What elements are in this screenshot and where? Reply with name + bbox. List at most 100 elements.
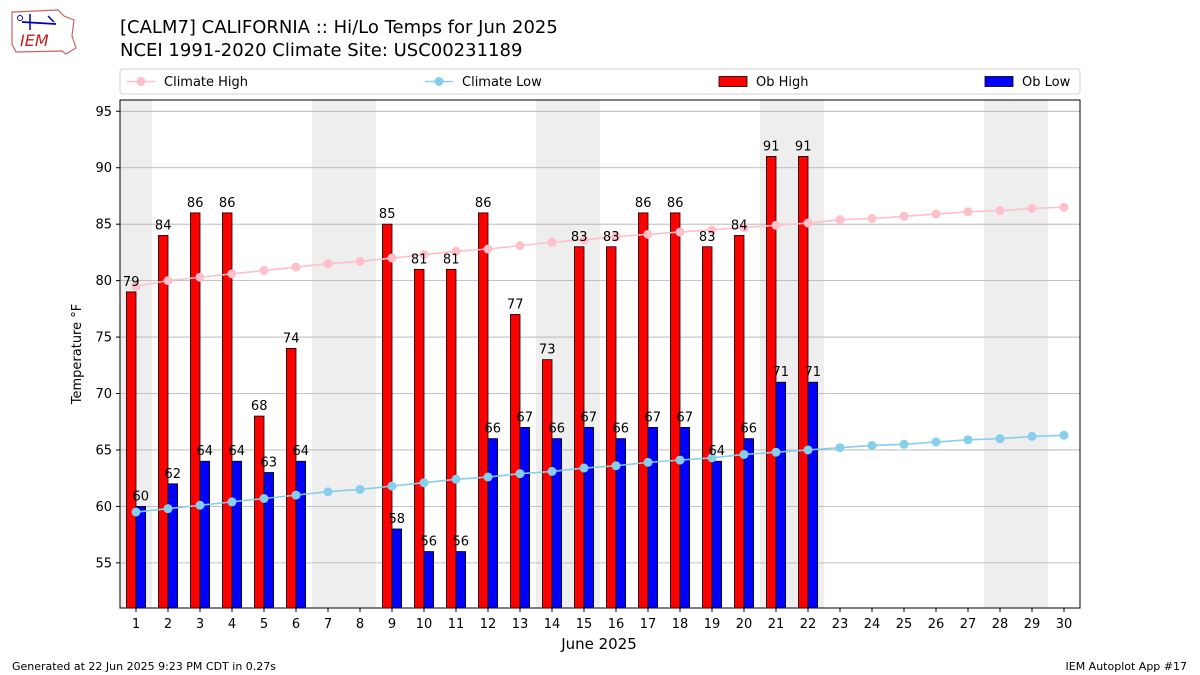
app-footer: IEM Autoplot App #17 <box>1065 660 1188 673</box>
legend-climate-high-swatch-marker <box>136 77 146 86</box>
ob-low-bar-2 <box>167 483 179 609</box>
climate-low-point-22 <box>803 445 813 455</box>
x-tick-label-30: 30 <box>1056 617 1073 632</box>
ob-low-label-11: 56 <box>453 535 470 550</box>
x-tick-label-19: 19 <box>704 617 721 632</box>
ob-low-label-3: 64 <box>197 444 214 459</box>
ob-high-label-17: 86 <box>635 196 652 211</box>
iem-logo: IEM <box>8 6 80 58</box>
climate-high-point-1 <box>131 281 141 291</box>
y-tick-label-70: 70 <box>95 387 112 402</box>
x-tick-label-14: 14 <box>544 617 561 632</box>
climate-low-point-1 <box>131 507 141 517</box>
climate-low-point-25 <box>899 439 909 449</box>
climate-high-point-3 <box>195 272 205 282</box>
ob-low-bar-21 <box>775 381 787 609</box>
legend-ob-low-swatch <box>984 76 1014 87</box>
x-tick-label-2: 2 <box>164 617 172 632</box>
climate-high-point-13 <box>515 241 525 251</box>
x-tick-label-6: 6 <box>292 617 300 632</box>
ob-high-bar-19 <box>702 246 713 609</box>
climate-low-point-10 <box>419 478 429 488</box>
x-tick-label-27: 27 <box>960 617 977 632</box>
y-tick-label-85: 85 <box>95 218 112 233</box>
climate-high-point-11 <box>451 246 461 256</box>
ob-high-bar-11 <box>445 268 457 609</box>
climate-high-point-7 <box>323 259 333 269</box>
ob-high-label-6: 74 <box>283 331 300 346</box>
climate-high-point-20 <box>739 223 749 233</box>
ob-high-bar-13 <box>509 314 521 609</box>
climate-low-point-7 <box>323 487 333 497</box>
climate-high-point-17 <box>643 229 653 239</box>
weekend-band-4 <box>984 100 1048 608</box>
ob-high-bar-15 <box>574 246 585 609</box>
climate-low-point-2 <box>163 504 173 514</box>
climate-high-point-21 <box>771 220 781 230</box>
ob-low-bar-9 <box>391 528 403 609</box>
ob-low-label-19: 64 <box>709 444 726 459</box>
climate-low-point-19 <box>707 453 717 463</box>
ob-low-label-10: 56 <box>421 535 438 550</box>
climate-high-point-10 <box>419 250 429 260</box>
ob-low-bar-11 <box>455 551 467 609</box>
weekend-band-1 <box>312 100 376 608</box>
climate-low-point-6 <box>291 490 301 500</box>
ob-low-bar-6 <box>295 460 307 609</box>
climate-low-point-8 <box>355 484 365 494</box>
climate-low-point-14 <box>547 466 557 476</box>
ob-low-bar-20 <box>743 438 755 609</box>
legend-climate-high-label: Climate High <box>164 75 248 90</box>
y-tick-label-90: 90 <box>95 161 112 176</box>
climate-high-point-19 <box>707 225 717 235</box>
climate-lines-layer <box>131 202 1069 517</box>
climate-high-point-12 <box>483 244 493 254</box>
logo-text: IEM <box>20 31 49 50</box>
climate-high-point-15 <box>579 235 589 245</box>
climate-high-point-27 <box>963 207 973 217</box>
x-tick-label-15: 15 <box>576 617 593 632</box>
ob-low-bar-5 <box>263 472 275 609</box>
ob-low-bar-3 <box>199 460 211 609</box>
ob-low-bar-13 <box>519 426 531 609</box>
y-tick-label-75: 75 <box>95 331 112 346</box>
ob-low-label-22: 71 <box>805 365 822 380</box>
climate-low-point-4 <box>227 497 237 507</box>
ob-high-label-20: 84 <box>731 218 748 233</box>
ob-high-label-4: 86 <box>219 196 236 211</box>
x-tick-label-22: 22 <box>800 617 817 632</box>
ob-low-bar-15 <box>583 426 595 609</box>
ob-high-label-13: 77 <box>507 297 524 312</box>
ob-low-label-15: 67 <box>581 410 598 425</box>
x-tick-label-23: 23 <box>832 617 849 632</box>
legend-ob-low-label: Ob Low <box>1022 75 1071 90</box>
climate-high-point-24 <box>867 214 877 224</box>
x-tick-label-1: 1 <box>132 617 140 632</box>
x-tick-label-7: 7 <box>324 617 332 632</box>
ob-high-label-18: 86 <box>667 196 684 211</box>
ob-high-label-12: 86 <box>475 196 492 211</box>
ob-high-bar-12 <box>477 212 489 609</box>
ob-high-bar-14 <box>542 359 553 609</box>
x-tick-label-20: 20 <box>736 617 753 632</box>
x-axis-label: June 2025 <box>560 635 637 653</box>
legend-ob-high-swatch <box>718 76 748 87</box>
climate-high-point-14 <box>547 237 557 247</box>
ob-low-bar-1 <box>135 505 147 609</box>
ob-low-label-20: 66 <box>741 422 758 437</box>
climate-high-point-22 <box>803 218 813 228</box>
y-tick-label-95: 95 <box>95 105 112 120</box>
x-tick-label-3: 3 <box>196 617 204 632</box>
climate-low-point-26 <box>931 437 941 447</box>
plot-frame <box>119 99 1081 609</box>
climate-high-point-18 <box>675 227 685 237</box>
climate-high-point-23 <box>835 215 845 225</box>
legend-climate-low-swatch-marker <box>434 77 444 86</box>
climate-high-point-9 <box>387 253 397 263</box>
climate-low-point-11 <box>451 474 461 484</box>
ob-low-bar-22 <box>807 381 819 609</box>
x-tick-label-8: 8 <box>356 617 364 632</box>
climate-low-point-15 <box>579 463 589 473</box>
